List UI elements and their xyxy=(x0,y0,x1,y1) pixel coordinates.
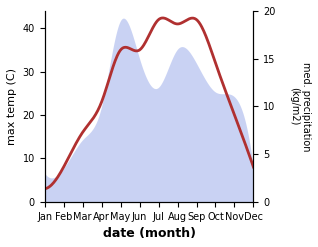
X-axis label: date (month): date (month) xyxy=(102,227,196,240)
Y-axis label: med. precipitation
(kg/m2): med. precipitation (kg/m2) xyxy=(289,62,311,151)
Y-axis label: max temp (C): max temp (C) xyxy=(7,68,17,145)
